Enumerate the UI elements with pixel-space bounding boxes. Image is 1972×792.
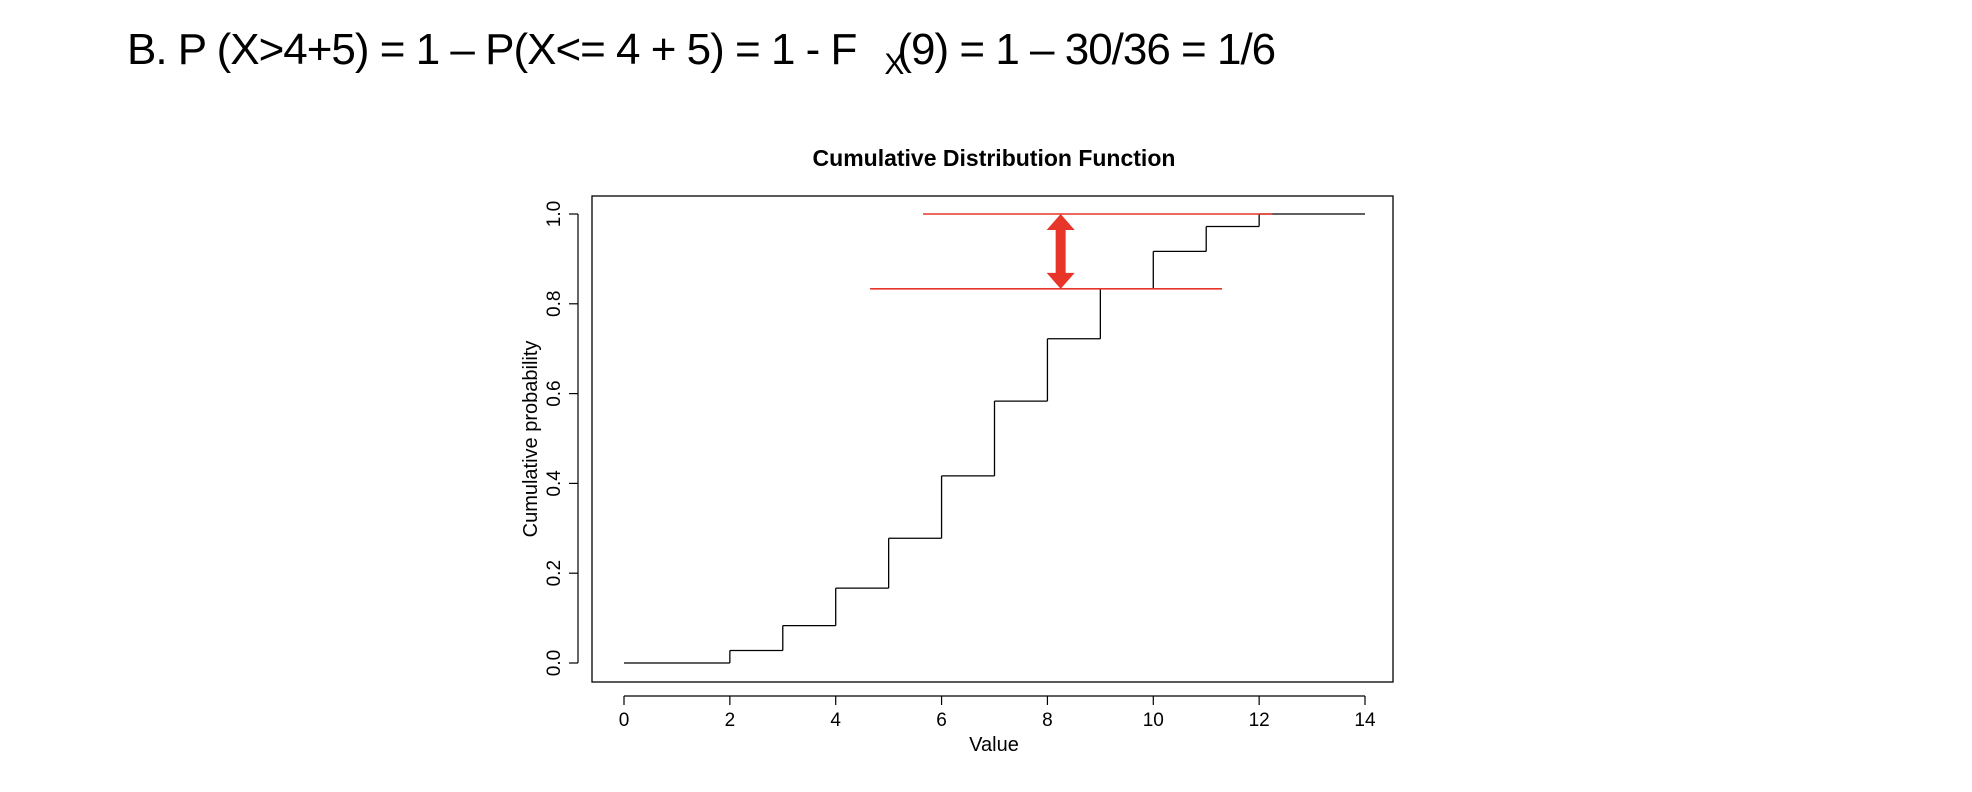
- y-axis-label: Cumulative probability: [520, 341, 542, 538]
- y-tick-label: 0.2: [544, 560, 565, 586]
- x-axis-label: Value: [969, 734, 1019, 756]
- equation-subscript: X: [884, 48, 904, 81]
- x-tick-label: 6: [936, 710, 947, 731]
- x-tick-label: 12: [1249, 710, 1270, 731]
- y-tick-label: 1.0: [544, 201, 565, 227]
- y-tick-label: 0.4: [544, 470, 565, 497]
- x-tick-label: 14: [1354, 710, 1376, 731]
- y-tick-label: 0.0: [544, 650, 565, 676]
- x-tick-label: 10: [1143, 710, 1164, 731]
- cdf-series: [624, 213, 1365, 664]
- chart-title: Cumulative Distribution Function: [813, 145, 1176, 171]
- y-axis: 0.0 0.2 0.4 0.6 0.8 1.0: [544, 201, 579, 676]
- x-axis: 0 2 4 6 8 10 12 14: [619, 695, 1376, 731]
- equation-main: B. P (X>4+5) = 1 – P(X<= 4 + 5) = 1 - F: [127, 25, 857, 74]
- y-tick-label: 0.6: [544, 380, 565, 406]
- equation-tail: (9) = 1 – 30/36 = 1/6: [897, 25, 1276, 74]
- x-tick-label: 4: [830, 710, 841, 731]
- x-tick-label: 2: [725, 710, 736, 731]
- x-tick-label: 8: [1042, 710, 1053, 731]
- y-tick-label: 0.8: [544, 291, 565, 317]
- double-arrow-icon: [1046, 214, 1075, 289]
- plot-frame: [591, 195, 1394, 683]
- annotations: [870, 213, 1273, 290]
- equation-text: B. P (X>4+5) = 1 – P(X<= 4 + 5) = 1 - F X…: [127, 18, 1276, 87]
- x-tick-label: 0: [619, 710, 630, 731]
